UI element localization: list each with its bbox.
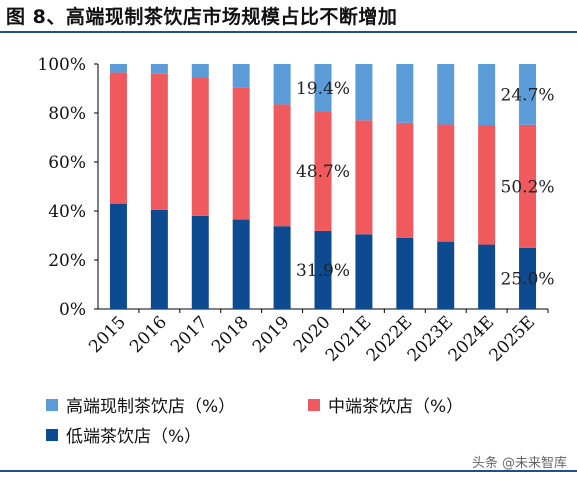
bar-segment xyxy=(150,64,168,74)
data-label: 50.2% xyxy=(501,177,555,197)
legend-label-low: 低端茶饮店（%） xyxy=(66,427,202,447)
y-tick-label: 100% xyxy=(37,55,86,75)
bar-segment xyxy=(232,219,250,309)
x-tick-label: 2021E xyxy=(322,312,376,366)
legend-swatch-mid xyxy=(308,398,320,411)
bar-segment xyxy=(355,120,373,235)
legend-item-mid: 中端茶饮店（%） xyxy=(308,392,463,417)
legend-label-high-end: 高端现制茶饮店（%） xyxy=(66,397,236,417)
x-tick-label: 2024E xyxy=(445,312,499,366)
bar-segment xyxy=(519,64,537,125)
bar-segment xyxy=(273,64,291,105)
x-tick-label: 2025E xyxy=(486,312,540,366)
bar-segment xyxy=(232,87,250,220)
x-tick-label: 2015 xyxy=(85,312,130,357)
x-tick-label: 2018 xyxy=(208,312,253,357)
y-tick-label: 60% xyxy=(48,153,86,173)
legend-label-mid: 中端茶饮店（%） xyxy=(328,397,464,417)
bar-segment xyxy=(232,64,250,88)
bar-segment xyxy=(314,230,332,309)
figure-title: 图 8、高端现制茶饮店市场规模占比不断增加 xyxy=(6,6,398,28)
data-label: 24.7% xyxy=(501,85,555,105)
bar-segment xyxy=(109,72,127,204)
bar-segment xyxy=(519,247,537,309)
x-tick-label: 2023E xyxy=(404,312,458,366)
bar-segment xyxy=(355,234,373,309)
bar-segment xyxy=(273,226,291,309)
data-label: 31.9% xyxy=(296,261,350,281)
y-tick-label: 0% xyxy=(59,300,86,320)
legend-item-low: 低端茶饮店（%） xyxy=(46,422,201,447)
bar-segment xyxy=(478,125,496,245)
bar-segment xyxy=(437,124,455,242)
bar-segment xyxy=(437,64,455,125)
data-label: 19.4% xyxy=(296,79,350,99)
y-tick-label: 20% xyxy=(48,251,86,271)
x-tick-label: 2016 xyxy=(126,312,171,357)
bar-segment xyxy=(150,209,168,309)
bar-segment xyxy=(314,111,332,231)
bar-segment xyxy=(191,215,209,309)
bar-segment xyxy=(396,237,414,309)
bar-segment xyxy=(191,64,209,78)
bar-segment xyxy=(150,73,168,210)
bottom-rule xyxy=(0,470,577,472)
bar-segment xyxy=(396,122,414,238)
legend-swatch-low xyxy=(46,428,58,441)
data-label: 48.7% xyxy=(296,162,350,182)
bar-segment xyxy=(273,104,291,227)
bar-segment xyxy=(109,203,127,309)
watermark: 头条 @未来智库 xyxy=(471,456,567,471)
data-label: 25.0% xyxy=(501,269,555,289)
bar-segment xyxy=(396,64,414,123)
bar-segment xyxy=(437,241,455,309)
y-tick-label: 80% xyxy=(48,104,86,124)
bar-segment xyxy=(191,77,209,216)
legend-swatch-high-end xyxy=(46,398,58,411)
x-tick-label: 2019 xyxy=(249,312,294,357)
bar-segment xyxy=(478,64,496,126)
y-tick-label: 40% xyxy=(48,202,86,222)
bar-segment xyxy=(109,64,127,73)
x-tick-label: 2017 xyxy=(167,312,212,357)
bar-segment xyxy=(314,64,332,112)
bar-segment xyxy=(519,124,537,248)
x-tick-label: 2022E xyxy=(363,312,417,366)
bar-segment xyxy=(478,244,496,309)
legend-item-high-end: 高端现制茶饮店（%） xyxy=(46,392,235,417)
bar-segment xyxy=(355,64,373,121)
title-rule xyxy=(0,31,577,33)
